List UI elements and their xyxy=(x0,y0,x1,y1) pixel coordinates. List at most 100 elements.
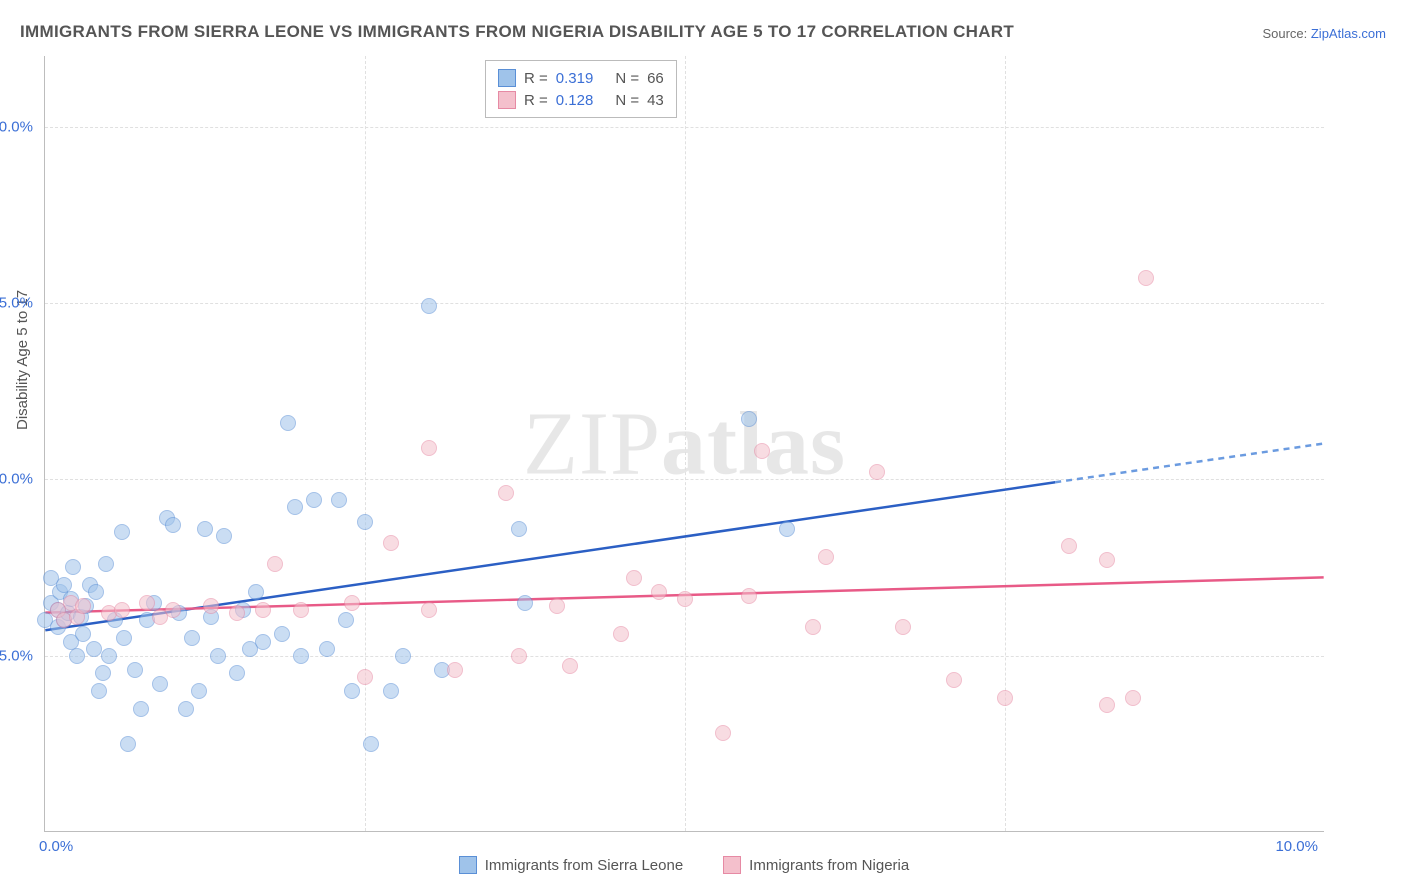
scatter-point-series-0 xyxy=(98,556,114,572)
scatter-point-series-1 xyxy=(229,605,245,621)
r-label: R = xyxy=(524,92,548,109)
y-tick-label: 10.0% xyxy=(0,471,33,488)
n-value-0: 66 xyxy=(647,70,664,87)
scatter-point-series-1 xyxy=(895,619,911,635)
scatter-point-series-1 xyxy=(267,556,283,572)
n-label: N = xyxy=(615,92,639,109)
scatter-point-series-0 xyxy=(114,524,130,540)
scatter-point-series-0 xyxy=(741,411,757,427)
stats-row-series-0: R = 0.319 N = 66 xyxy=(498,67,664,89)
scatter-point-series-0 xyxy=(293,648,309,664)
scatter-point-series-0 xyxy=(197,521,213,537)
scatter-point-series-1 xyxy=(626,570,642,586)
scatter-point-series-1 xyxy=(613,626,629,642)
gridline-vertical xyxy=(685,56,686,831)
scatter-point-series-1 xyxy=(357,669,373,685)
scatter-point-series-1 xyxy=(741,588,757,604)
y-tick-label: 20.0% xyxy=(0,118,33,135)
legend-swatch-icon xyxy=(723,856,741,874)
scatter-point-series-1 xyxy=(344,595,360,611)
y-tick-label: 5.0% xyxy=(0,647,33,664)
scatter-point-series-1 xyxy=(562,658,578,674)
scatter-point-series-0 xyxy=(779,521,795,537)
scatter-point-series-1 xyxy=(114,602,130,618)
scatter-point-series-0 xyxy=(517,595,533,611)
scatter-point-series-1 xyxy=(383,535,399,551)
legend-item-0: Immigrants from Sierra Leone xyxy=(459,856,683,874)
gridline-vertical xyxy=(365,56,366,831)
scatter-point-series-0 xyxy=(274,626,290,642)
legend-label-1: Immigrants from Nigeria xyxy=(749,857,909,874)
bottom-legend: Immigrants from Sierra Leone Immigrants … xyxy=(44,856,1324,874)
scatter-point-series-1 xyxy=(1099,697,1115,713)
scatter-point-series-0 xyxy=(65,559,81,575)
scatter-point-series-1 xyxy=(651,584,667,600)
scatter-point-series-1 xyxy=(677,591,693,607)
stats-row-series-1: R = 0.128 N = 43 xyxy=(498,89,664,111)
scatter-point-series-0 xyxy=(248,584,264,600)
plot-area: ZIPatlas R = 0.319 N = 66 R = 0.128 N = … xyxy=(44,56,1324,832)
scatter-point-series-1 xyxy=(498,485,514,501)
legend-swatch-1 xyxy=(498,91,516,109)
scatter-point-series-0 xyxy=(152,676,168,692)
legend-swatch-0 xyxy=(498,69,516,87)
trend-line-dash-series-0 xyxy=(1055,444,1323,483)
scatter-point-series-0 xyxy=(363,736,379,752)
scatter-point-series-1 xyxy=(139,595,155,611)
scatter-point-series-0 xyxy=(229,665,245,681)
n-label: N = xyxy=(615,70,639,87)
scatter-point-series-0 xyxy=(191,683,207,699)
scatter-point-series-0 xyxy=(216,528,232,544)
n-value-1: 43 xyxy=(647,92,664,109)
scatter-point-series-1 xyxy=(75,598,91,614)
scatter-point-series-0 xyxy=(133,701,149,717)
scatter-point-series-0 xyxy=(88,584,104,600)
scatter-point-series-0 xyxy=(280,415,296,431)
scatter-point-series-1 xyxy=(549,598,565,614)
scatter-point-series-1 xyxy=(1061,538,1077,554)
scatter-point-series-0 xyxy=(395,648,411,664)
scatter-point-series-0 xyxy=(75,626,91,642)
scatter-point-series-0 xyxy=(383,683,399,699)
scatter-point-series-1 xyxy=(946,672,962,688)
scatter-point-series-0 xyxy=(421,298,437,314)
scatter-point-series-1 xyxy=(421,440,437,456)
scatter-point-series-0 xyxy=(184,630,200,646)
scatter-point-series-1 xyxy=(255,602,271,618)
scatter-point-series-0 xyxy=(127,662,143,678)
gridline-vertical xyxy=(1005,56,1006,831)
chart-title: IMMIGRANTS FROM SIERRA LEONE VS IMMIGRAN… xyxy=(20,22,1014,42)
scatter-point-series-1 xyxy=(805,619,821,635)
scatter-point-series-0 xyxy=(95,665,111,681)
source-label: Source: ZipAtlas.com xyxy=(1262,26,1386,41)
scatter-point-series-0 xyxy=(101,648,117,664)
scatter-point-series-0 xyxy=(319,641,335,657)
r-value-1: 0.128 xyxy=(556,92,594,109)
r-value-0: 0.319 xyxy=(556,70,594,87)
legend-swatch-icon xyxy=(459,856,477,874)
scatter-point-series-1 xyxy=(293,602,309,618)
scatter-point-series-0 xyxy=(344,683,360,699)
scatter-point-series-0 xyxy=(165,517,181,533)
scatter-point-series-0 xyxy=(91,683,107,699)
scatter-point-series-1 xyxy=(869,464,885,480)
scatter-point-series-0 xyxy=(306,492,322,508)
scatter-point-series-1 xyxy=(1138,270,1154,286)
scatter-point-series-1 xyxy=(1125,690,1141,706)
legend-item-1: Immigrants from Nigeria xyxy=(723,856,909,874)
source-prefix: Source: xyxy=(1262,26,1310,41)
stats-legend-box: R = 0.319 N = 66 R = 0.128 N = 43 xyxy=(485,60,677,118)
scatter-point-series-1 xyxy=(421,602,437,618)
scatter-point-series-0 xyxy=(69,648,85,664)
legend-label-0: Immigrants from Sierra Leone xyxy=(485,857,683,874)
scatter-point-series-1 xyxy=(715,725,731,741)
scatter-point-series-0 xyxy=(116,630,132,646)
scatter-point-series-0 xyxy=(86,641,102,657)
scatter-point-series-0 xyxy=(178,701,194,717)
scatter-point-series-0 xyxy=(357,514,373,530)
scatter-point-series-1 xyxy=(818,549,834,565)
source-link[interactable]: ZipAtlas.com xyxy=(1311,26,1386,41)
scatter-point-series-1 xyxy=(511,648,527,664)
scatter-point-series-1 xyxy=(165,602,181,618)
scatter-point-series-0 xyxy=(120,736,136,752)
